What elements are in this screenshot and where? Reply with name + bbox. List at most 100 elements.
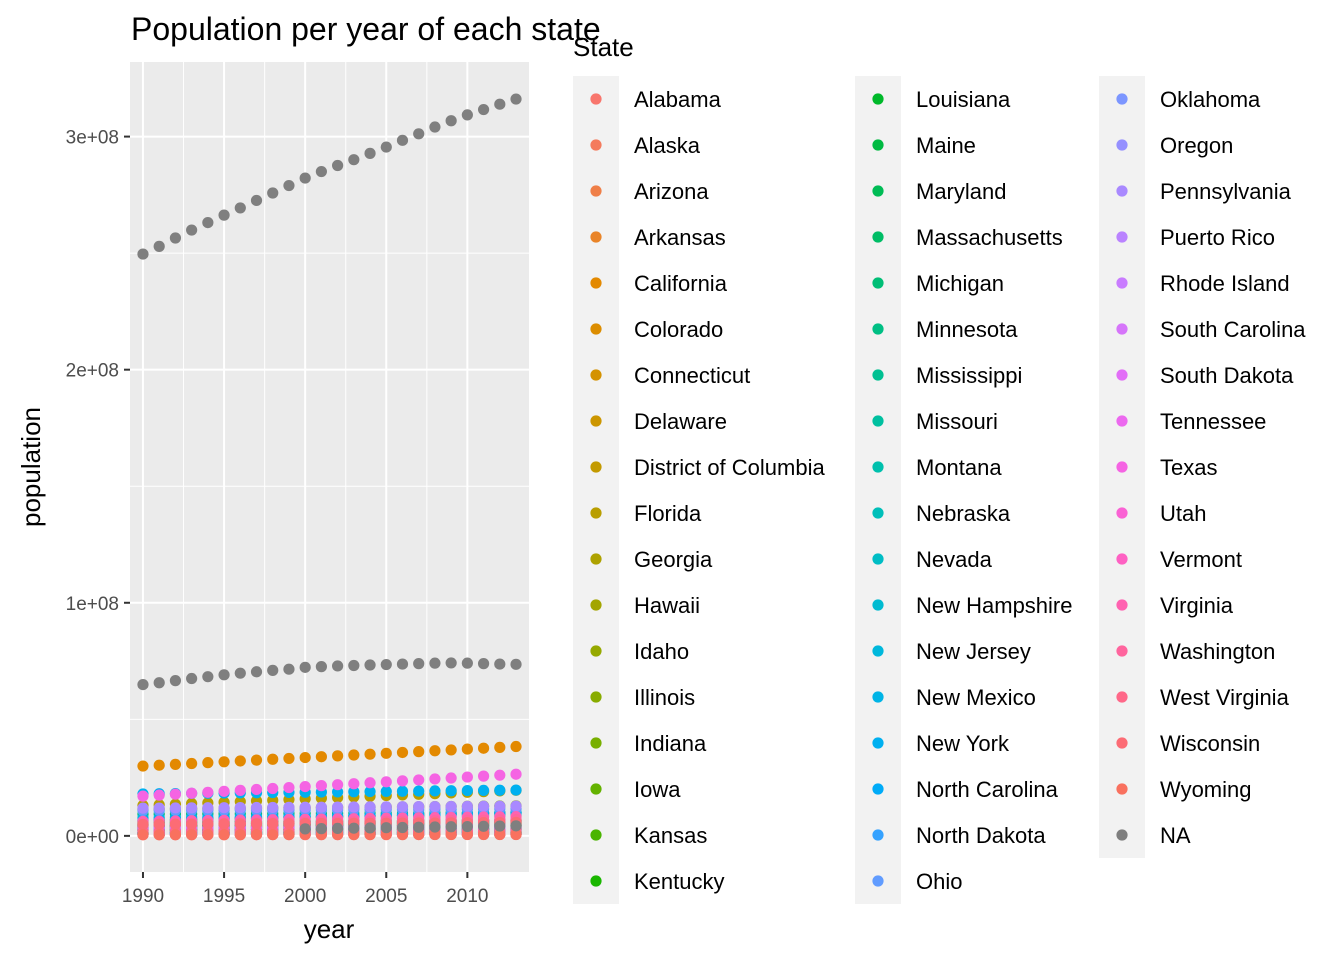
legend-label: Louisiana bbox=[916, 87, 1011, 112]
data-point-pennsylvania bbox=[137, 802, 149, 814]
data-point-na bbox=[315, 661, 327, 673]
data-point-pennsylvania bbox=[445, 800, 457, 813]
legend-key-north-dakota bbox=[872, 829, 884, 841]
legend-key-na bbox=[1116, 829, 1128, 841]
data-point-pennsylvania bbox=[413, 801, 425, 813]
data-point-pennsylvania bbox=[267, 801, 279, 814]
legend-label: North Dakota bbox=[916, 823, 1046, 848]
x-tick-label: 2000 bbox=[284, 886, 326, 907]
data-point-na bbox=[494, 658, 506, 670]
data-point-na bbox=[169, 675, 182, 687]
legend-label: Michigan bbox=[916, 271, 1004, 296]
legend-key-vermont bbox=[1116, 553, 1128, 565]
data-point-wyoming bbox=[234, 829, 246, 841]
data-point-pennsylvania bbox=[429, 800, 441, 813]
legend-label: Rhode Island bbox=[1160, 271, 1290, 296]
y-tick-label: 3e+08 bbox=[66, 128, 119, 149]
data-point-texas bbox=[413, 774, 425, 786]
x-tick-label: 2005 bbox=[365, 886, 407, 907]
data-point-texas bbox=[186, 787, 198, 799]
legend-label: South Carolina bbox=[1160, 317, 1306, 342]
y-tick-label: 2e+08 bbox=[66, 361, 119, 382]
data-point-wyoming bbox=[218, 829, 230, 841]
data-point-na bbox=[186, 672, 198, 685]
legend-key-rhode-island bbox=[1116, 277, 1128, 289]
data-point-na bbox=[267, 664, 279, 676]
data-point-na bbox=[477, 103, 490, 116]
data-point-wyoming bbox=[283, 829, 295, 841]
legend-key-mississippi bbox=[872, 369, 884, 381]
data-point-new-york bbox=[461, 784, 473, 797]
data-point-na bbox=[510, 93, 522, 105]
data-point-na bbox=[396, 134, 409, 146]
data-point-na bbox=[137, 248, 149, 260]
data-point-california bbox=[234, 755, 246, 767]
data-point-california bbox=[283, 752, 295, 765]
legend-key-connecticut bbox=[590, 369, 602, 381]
legend: Alabama Alaska Arizona Arkansas California Co… bbox=[573, 76, 1306, 904]
data-point-california bbox=[315, 751, 327, 763]
data-point-texas bbox=[332, 779, 344, 791]
data-point-pennsylvania bbox=[510, 800, 522, 812]
x-tick-label: 1990 bbox=[122, 886, 164, 907]
data-point-california bbox=[332, 750, 344, 762]
legend-label: Georgia bbox=[634, 547, 713, 572]
data-point-texas bbox=[283, 781, 295, 794]
data-point-california bbox=[186, 757, 198, 770]
legend-label: Massachusetts bbox=[916, 225, 1063, 250]
data-point-na bbox=[494, 820, 506, 832]
data-point-wyoming bbox=[250, 829, 263, 841]
data-point-na bbox=[250, 194, 263, 207]
legend-key-ohio bbox=[872, 875, 884, 887]
data-point-na bbox=[153, 240, 165, 252]
data-point-california bbox=[461, 743, 473, 755]
data-point-na bbox=[234, 202, 246, 214]
legend-key-wyoming bbox=[1116, 783, 1128, 795]
legend-title: State bbox=[573, 32, 634, 62]
legend-label: Alaska bbox=[634, 133, 701, 158]
data-point-texas bbox=[477, 770, 490, 782]
data-point-new-york bbox=[477, 784, 490, 797]
legend-label: District of Columbia bbox=[634, 455, 825, 480]
legend-key-nebraska bbox=[872, 507, 884, 519]
data-point-pennsylvania bbox=[169, 802, 182, 814]
legend-label: Connecticut bbox=[634, 363, 750, 388]
data-point-pennsylvania bbox=[283, 801, 295, 813]
legend-key-michigan bbox=[872, 277, 884, 289]
data-point-wisconsin bbox=[202, 818, 214, 830]
legend-key-virginia bbox=[1116, 599, 1128, 611]
legend-key-delaware bbox=[590, 415, 602, 427]
data-point-na bbox=[477, 820, 490, 832]
legend-label: Kansas bbox=[634, 823, 707, 848]
x-axis: 1990 1995 2000 2005 2010 bbox=[122, 872, 489, 907]
data-point-wisconsin bbox=[234, 818, 246, 830]
data-point-california bbox=[445, 744, 457, 756]
data-point-new-york bbox=[396, 785, 409, 797]
data-point-na bbox=[510, 658, 522, 670]
legend-key-idaho bbox=[590, 645, 602, 657]
legend-label: Iowa bbox=[634, 777, 681, 802]
legend-key-arizona bbox=[590, 185, 602, 197]
data-point-pennsylvania bbox=[494, 800, 506, 812]
data-point-pennsylvania bbox=[332, 801, 344, 813]
data-point-na bbox=[413, 658, 425, 670]
x-tick-label: 1995 bbox=[203, 886, 245, 907]
legend-label: Minnesota bbox=[916, 317, 1018, 342]
y-axis-title: population bbox=[16, 407, 46, 527]
legend-label: Utah bbox=[1160, 501, 1206, 526]
data-point-na bbox=[299, 823, 311, 835]
legend-label: Virginia bbox=[1160, 593, 1234, 618]
legend-key-illinois bbox=[590, 691, 602, 703]
legend-label: North Carolina bbox=[916, 777, 1059, 802]
data-point-na bbox=[267, 187, 279, 199]
legend-key-florida bbox=[590, 507, 602, 519]
data-point-texas bbox=[202, 786, 214, 798]
data-point-wyoming bbox=[445, 828, 457, 841]
data-point-wyoming bbox=[461, 828, 473, 841]
data-point-pennsylvania bbox=[477, 800, 490, 812]
legend-label: NA bbox=[1160, 823, 1191, 848]
data-point-wyoming bbox=[202, 829, 214, 841]
data-point-na bbox=[332, 159, 344, 172]
data-point-texas bbox=[218, 785, 230, 797]
